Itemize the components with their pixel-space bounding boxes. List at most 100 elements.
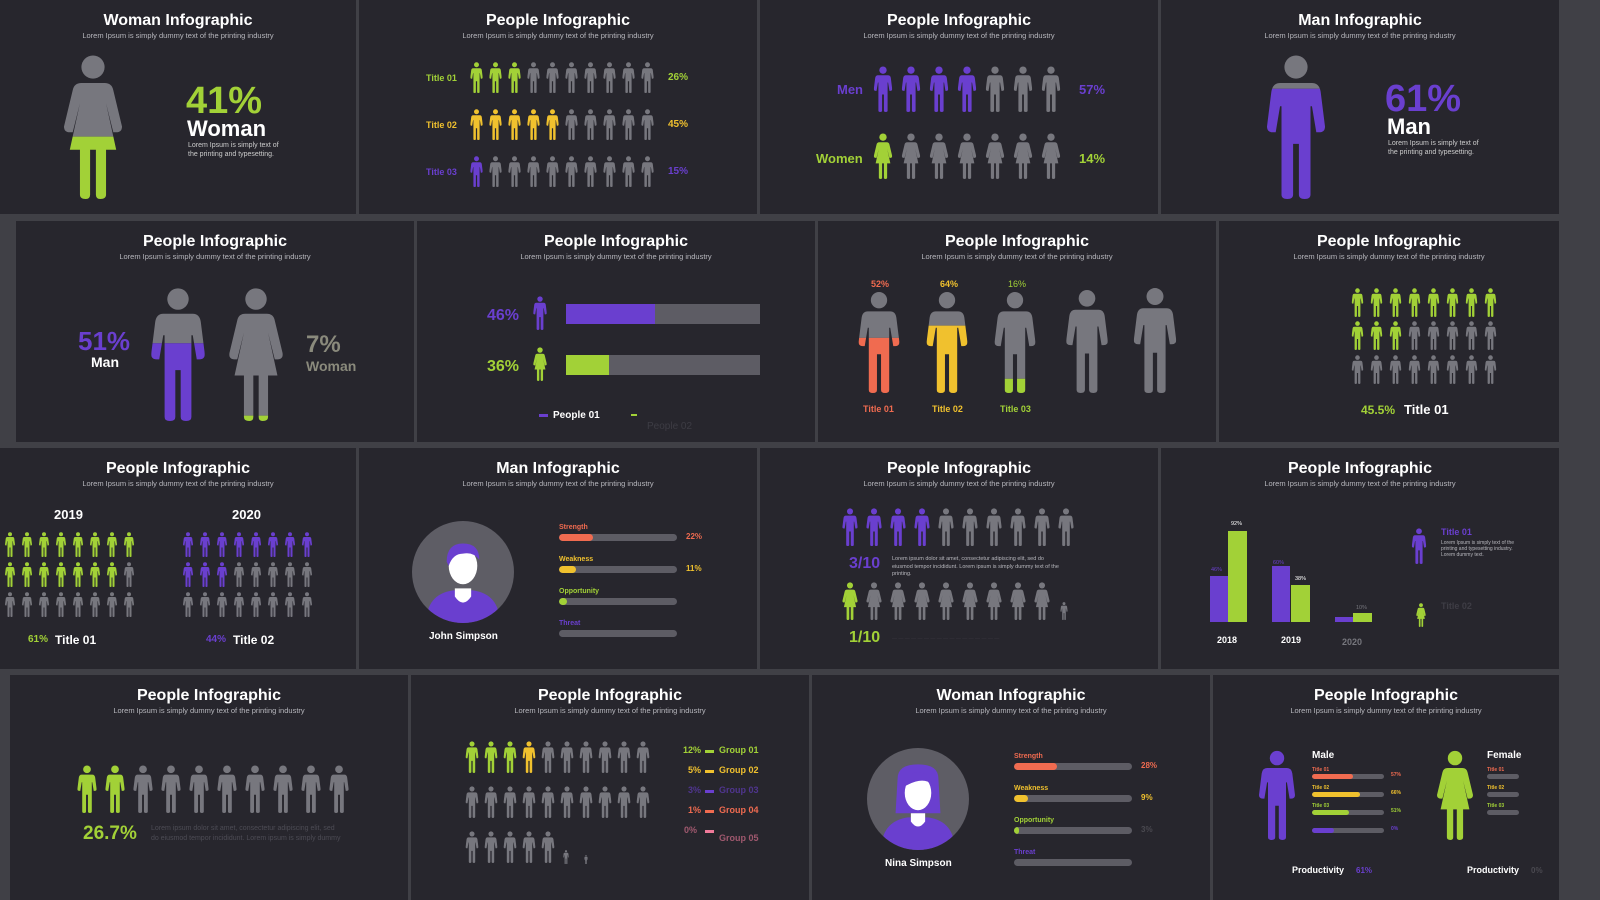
row-pct: 26%: [668, 72, 689, 83]
group-pct: 1%: [687, 805, 701, 815]
stat-desc-line1: Lorem Ipsum is simply text of: [1388, 140, 1479, 147]
woman-figure-icon: [222, 287, 290, 421]
group-swatch: [705, 790, 714, 793]
person-grey-icon: [937, 582, 955, 620]
stat1-label: Title 01: [55, 633, 97, 647]
person-lime-icon: [88, 532, 102, 557]
profile-name: Nina Simpson: [885, 858, 952, 869]
slide-percentage-row[interactable]: People Infographic Lorem Ipsum is simply…: [10, 675, 408, 900]
group-pct: 12%: [682, 745, 701, 755]
person-yel-icon: [488, 109, 503, 140]
swot-pct: 9%: [1141, 793, 1153, 802]
woman-icon: [533, 347, 547, 381]
row2-pct: 36%: [487, 358, 520, 375]
female-row-label: Title 01: [1487, 767, 1505, 773]
slide-title: People Infographic: [1316, 233, 1461, 250]
person-purp-icon: [957, 66, 977, 112]
stat-pct: 45.5%: [1361, 403, 1396, 417]
fraction-desc-2: — — — — — — — — — — — — — — — — —: [892, 636, 1000, 642]
slide-people-rows[interactable]: People Infographic Lorem Ipsum is simply…: [359, 0, 757, 214]
men-fraction-row: [841, 508, 1075, 546]
bar-2018-green: [1228, 531, 1247, 622]
person-grey-icon: [198, 592, 212, 617]
slide-people-grid[interactable]: People Infographic Lorem Ipsum is simply…: [1219, 221, 1559, 442]
slide-subtitle: Lorem Ipsum is simply dummy text of the …: [915, 706, 1107, 715]
slide-fraction[interactable]: People Infographic Lorem Ipsum is simply…: [760, 448, 1158, 669]
person-grey-icon: [545, 62, 560, 93]
slide-title: Man Infographic: [496, 460, 620, 477]
slide-man-woman-split[interactable]: People Infographic Lorem Ipsum is simply…: [16, 221, 414, 442]
male-bar-fill: [1312, 774, 1354, 779]
person-purp-icon: [198, 562, 212, 587]
swot-pct: 22%: [686, 532, 703, 541]
male-productivity-label: Productivity: [1292, 865, 1345, 875]
person-grey-icon: [559, 786, 575, 818]
person-lime-icon: [873, 133, 893, 179]
person-lime-icon: [1483, 288, 1498, 317]
slide-titled-figures[interactable]: People Infographic Lorem Ipsum is simply…: [818, 221, 1216, 442]
person-grey-icon: [1062, 289, 1112, 393]
person-lime-icon: [1407, 288, 1422, 317]
slide-man-profile[interactable]: Man Infographic Lorem Ipsum is simply du…: [359, 448, 757, 669]
year-2020: 2020: [1342, 637, 1363, 647]
fig2-pct: 64%: [940, 279, 959, 289]
legend-label-2: People 02: [647, 421, 693, 432]
person-grey-icon: [929, 133, 949, 179]
legend-swatch-2: [631, 414, 637, 416]
male-bar: [1312, 774, 1384, 779]
person-lime-icon: [1369, 321, 1384, 350]
person-grey-icon: [621, 62, 636, 93]
stat-label: Man: [1387, 114, 1431, 139]
row-label: Title 01: [426, 73, 457, 83]
swot-bar: [559, 630, 677, 637]
person-grey-icon: [122, 592, 136, 617]
swot-bar-fill: [559, 566, 576, 573]
female-row-label: Title 03: [1487, 803, 1505, 809]
person-grey-icon: [1130, 287, 1180, 393]
legend-title-1: Title 01: [1441, 527, 1472, 537]
person-grey-icon: [502, 831, 518, 863]
female-label: Female: [1487, 750, 1522, 761]
bar-2020-green: [1353, 613, 1372, 622]
person-lime-icon: [104, 765, 126, 813]
slide-bar-chart[interactable]: People Infographic Lorem Ipsum is simply…: [1161, 448, 1559, 669]
person-purp-icon: [873, 66, 893, 112]
slide-year-compare[interactable]: People Infographic Lorem Ipsum is simply…: [0, 448, 356, 669]
slide-male-female[interactable]: People Infographic Lorem Ipsum is simply…: [1213, 675, 1559, 900]
people-grid-row-3: [1350, 355, 1498, 384]
stat-desc-line2: the printing and typesetting.: [188, 151, 275, 158]
slide-men-women[interactable]: People Infographic Lorem Ipsum is simply…: [760, 0, 1158, 214]
person-lime-icon: [1445, 288, 1460, 317]
group-swatch: [705, 770, 714, 773]
woman-figure-icon: [58, 54, 128, 199]
person-purp-icon: [841, 508, 859, 546]
person-grey-icon: [602, 62, 617, 93]
person-purp-icon: [215, 532, 229, 557]
stat2-pct: 44%: [206, 634, 227, 645]
person-grey-icon: [1426, 355, 1441, 384]
slide-progress-bars[interactable]: People Infographic Lorem Ipsum is simply…: [417, 221, 815, 442]
slide-man-infographic[interactable]: Man Infographic Lorem Ipsum is simply du…: [1161, 0, 1559, 214]
person-grey-icon: [1013, 133, 1033, 179]
male-bar-fill: [1312, 828, 1334, 833]
person-grey-icon: [71, 592, 85, 617]
person-grey-icon: [564, 156, 579, 187]
swot-pct: 3%: [1141, 825, 1153, 834]
person-grey-icon: [54, 592, 68, 617]
person-grey-icon: [1483, 321, 1498, 350]
people-grid-row-1: [1350, 288, 1498, 317]
person-grey-icon: [188, 765, 210, 813]
man-label: Man: [91, 354, 119, 370]
person-purp-icon: [889, 508, 907, 546]
slide-subtitle: Lorem Ipsum is simply dummy text of the …: [921, 252, 1113, 261]
swot-bar: [559, 566, 677, 573]
slide-groups[interactable]: People Infographic Lorem Ipsum is simply…: [411, 675, 809, 900]
person-grey-icon: [961, 508, 979, 546]
swot-label: Opportunity: [559, 588, 600, 595]
person-grey-icon: [985, 508, 1003, 546]
stat-desc-line1: Lorem Ipsum is simply text of: [188, 142, 279, 149]
slide-woman-infographic[interactable]: Woman Infographic Lorem Ipsum is simply …: [0, 0, 356, 214]
slide-woman-profile[interactable]: Woman Infographic Lorem Ipsum is simply …: [812, 675, 1210, 900]
slide-title: People Infographic: [105, 460, 250, 477]
person-grey-icon: [545, 156, 560, 187]
